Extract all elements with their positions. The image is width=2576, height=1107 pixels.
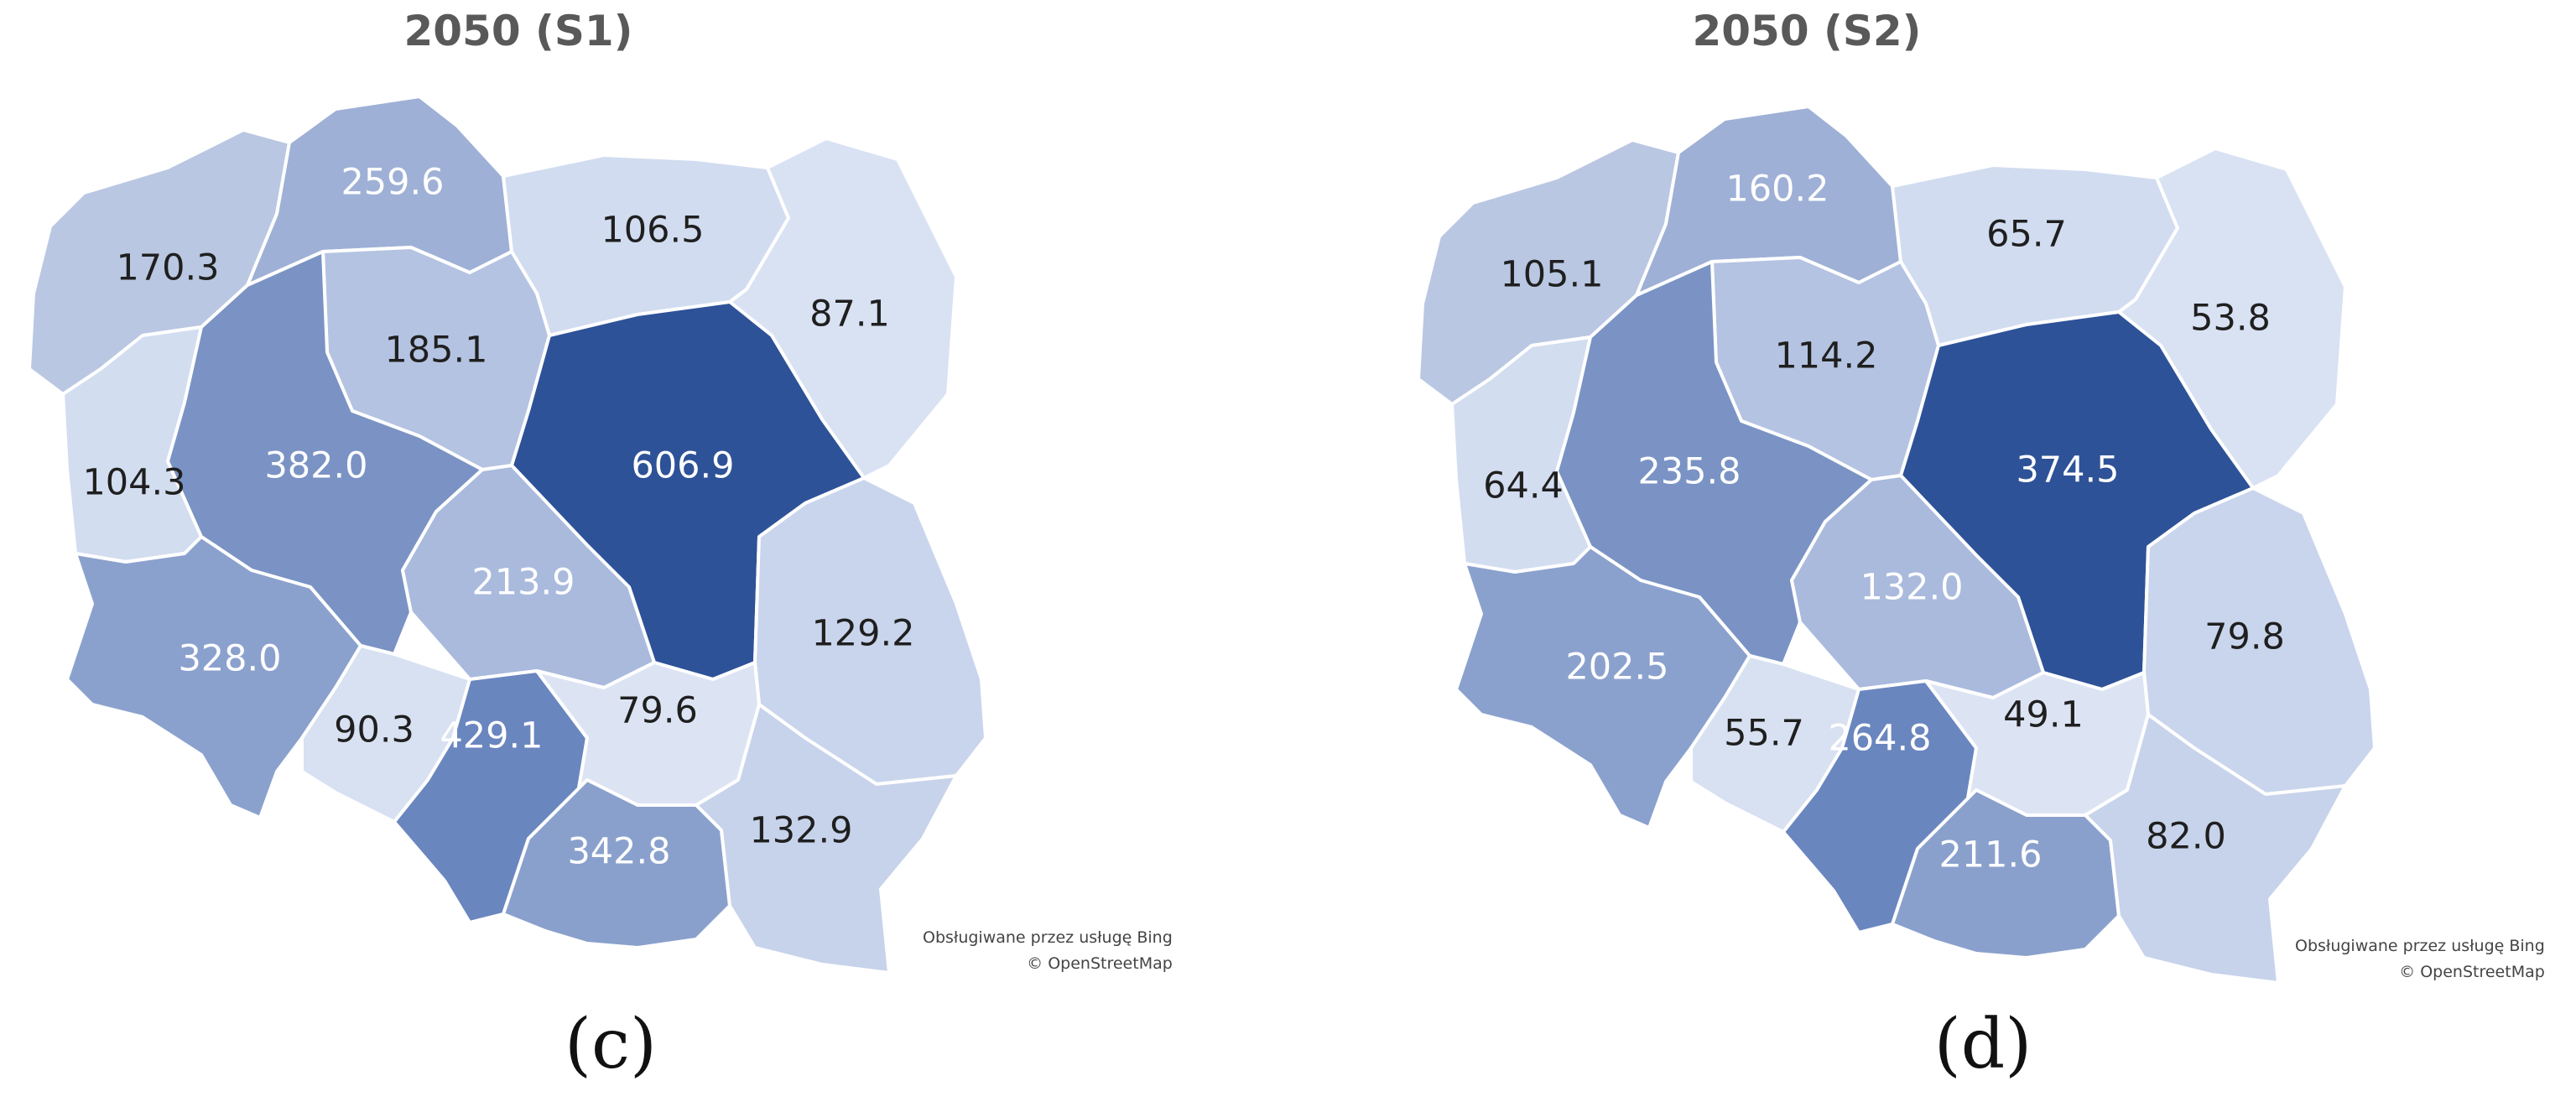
map-credit-c: Obsługiwane przez usługę Bing © OpenStre… (923, 925, 1173, 977)
region-podkarpackie (695, 703, 958, 974)
value-label-podlaskie: 53.8 (2190, 298, 2271, 340)
value-label-wielkopolskie: 382.0 (264, 445, 367, 487)
value-label-lubelskie: 79.8 (2204, 616, 2285, 658)
value-label-warminsko-mazurskie: 65.7 (1986, 214, 2067, 256)
value-label-lubuskie: 64.4 (1483, 465, 1564, 507)
choropleth-map-d: 105.1 160.2 65.7 53.8 114.2 64.4 235.8 3… (1417, 105, 2376, 985)
value-label-slaskie: 264.8 (1828, 718, 1931, 760)
value-label-dolnoslaskie: 202.5 (1565, 647, 1668, 689)
value-label-podkarpackie: 132.9 (749, 810, 852, 852)
value-label-pomorskie: 259.6 (341, 162, 444, 204)
value-label-dolnoslaskie: 328.0 (178, 638, 281, 680)
region-malopolskie (502, 778, 731, 949)
value-label-lubuskie: 104.3 (82, 462, 185, 504)
panel-caption-c: (c) (565, 1005, 657, 1084)
choropleth-map-c: 170.3 259.6 106.5 87.1 185.1 104.3 382.0… (28, 95, 987, 974)
regions-d (1417, 105, 2376, 985)
value-label-mazowieckie: 606.9 (631, 445, 734, 487)
region-dolnoslaskie (1455, 545, 1751, 829)
value-label-podkarpackie: 82.0 (2146, 816, 2226, 858)
region-malopolskie (1891, 788, 2121, 959)
map-title-c: 2050 (S1) (403, 7, 633, 55)
value-labels-c: 170.3 259.6 106.5 87.1 185.1 104.3 382.0… (82, 162, 914, 873)
value-label-swietokrzyskie: 79.6 (617, 690, 698, 732)
value-label-lubelskie: 129.2 (811, 613, 914, 655)
value-label-podlaskie: 87.1 (809, 294, 890, 335)
credit-provider-c: Obsługiwane przez usługę Bing (923, 928, 1173, 947)
value-label-zachodniopomorskie: 105.1 (1500, 254, 1603, 296)
map-credit-d: Obsługiwane przez usługę Bing © OpenStre… (2295, 933, 2545, 985)
value-label-wielkopolskie: 235.8 (1637, 451, 1741, 493)
region-podkarpackie (2084, 713, 2347, 985)
value-label-lodzkie: 132.0 (1860, 567, 1963, 609)
value-label-zachodniopomorskie: 170.3 (116, 247, 219, 289)
regions-c (28, 95, 987, 974)
value-label-mazowieckie: 374.5 (2016, 450, 2119, 491)
value-label-lodzkie: 213.9 (471, 562, 575, 604)
value-label-warminsko-mazurskie: 106.5 (601, 210, 704, 252)
value-label-pomorskie: 160.2 (1725, 169, 1829, 210)
map-panel-d: 105.1 160.2 65.7 53.8 114.2 64.4 235.8 3… (1288, 0, 2576, 1107)
value-label-swietokrzyskie: 49.1 (2003, 694, 2084, 736)
map-panel-c: 170.3 259.6 106.5 87.1 185.1 104.3 382.0… (28, 7, 1173, 1084)
value-label-opolskie: 90.3 (334, 709, 414, 751)
credit-osm-d: © OpenStreetMap (2399, 963, 2545, 981)
value-label-kujawsko-pomorskie: 185.1 (384, 330, 487, 372)
map-title-d: 2050 (S2) (1692, 7, 1922, 55)
value-label-malopolskie: 342.8 (567, 831, 670, 873)
region-dolnoslaskie (65, 535, 362, 819)
value-label-slaskie: 429.1 (440, 715, 543, 757)
credit-osm-c: © OpenStreetMap (1027, 954, 1173, 973)
credit-provider-d: Obsługiwane przez usługę Bing (2295, 937, 2545, 955)
value-label-malopolskie: 211.6 (1939, 834, 2042, 876)
value-label-opolskie: 55.7 (1724, 713, 1804, 755)
value-label-kujawsko-pomorskie: 114.2 (1774, 335, 1877, 377)
value-labels-d: 105.1 160.2 65.7 53.8 114.2 64.4 235.8 3… (1483, 169, 2285, 876)
panel-caption-d: (d) (1933, 1005, 2032, 1084)
